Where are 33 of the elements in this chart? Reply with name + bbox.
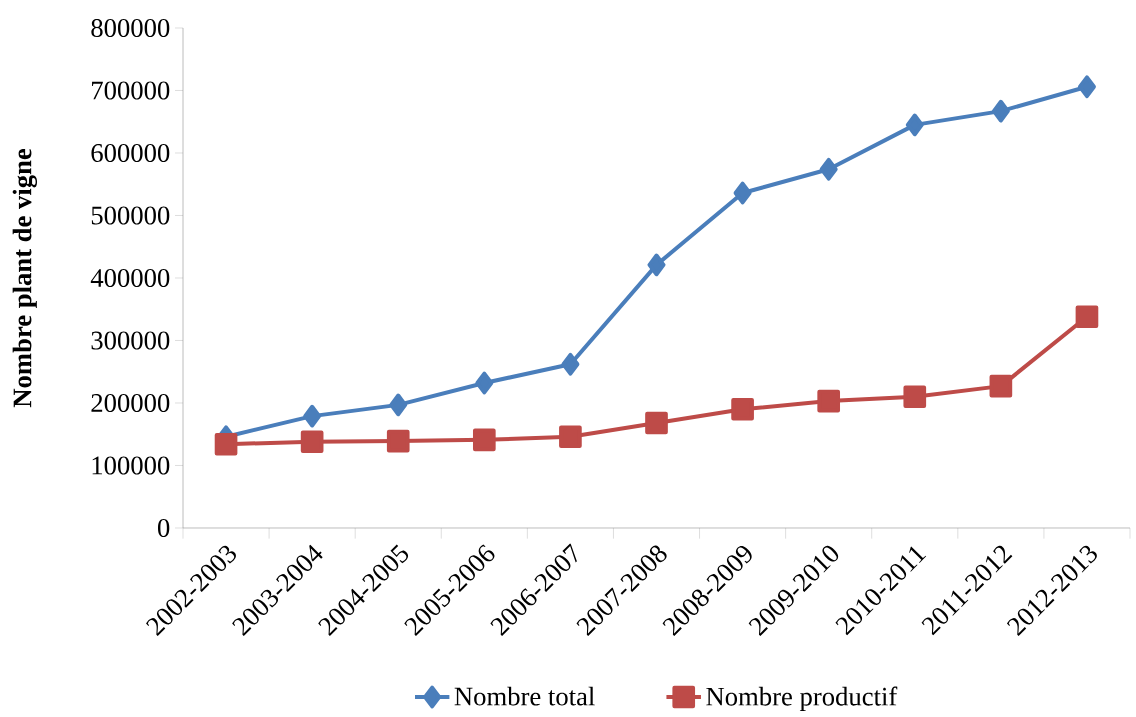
point xyxy=(645,411,668,435)
point xyxy=(559,425,582,449)
point xyxy=(1075,305,1099,329)
point xyxy=(989,374,1013,398)
point xyxy=(561,352,580,376)
point xyxy=(303,404,322,428)
point xyxy=(475,371,494,395)
point xyxy=(903,385,927,409)
point xyxy=(647,253,666,277)
point xyxy=(819,157,838,181)
y-tick-label: 700000 xyxy=(92,81,170,100)
point xyxy=(386,429,410,453)
point xyxy=(731,397,754,421)
point xyxy=(389,393,408,417)
point xyxy=(905,113,924,137)
legend-label: Nombre total xyxy=(454,686,595,706)
legend-label: Nombre productif xyxy=(706,686,898,712)
y-tick-label: 100000 xyxy=(92,456,170,475)
y-tick-label: 0 xyxy=(157,518,170,537)
point xyxy=(733,181,752,205)
point xyxy=(817,389,841,413)
y-tick-label: 400000 xyxy=(90,268,170,287)
point xyxy=(472,428,496,452)
y-tick-label: 800000 xyxy=(91,19,170,37)
point xyxy=(300,430,324,454)
point xyxy=(991,99,1010,123)
y-tick-label: 300000 xyxy=(91,331,170,350)
y-axis-title: Nombre plant de vigne xyxy=(12,148,38,408)
point xyxy=(1077,75,1096,99)
y-tick-label: 600000 xyxy=(91,144,170,162)
y-tick-label: 500000 xyxy=(91,206,170,225)
y-tick-label: 200000 xyxy=(91,393,170,412)
point xyxy=(214,432,238,456)
